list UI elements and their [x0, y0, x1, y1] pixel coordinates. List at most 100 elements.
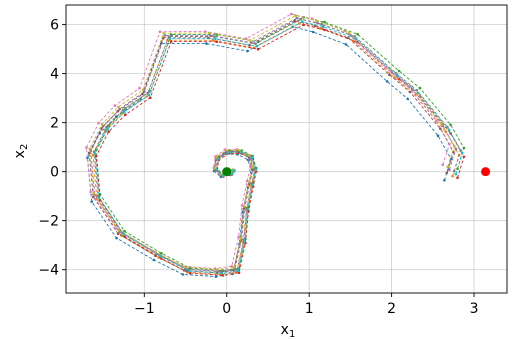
grid: [66, 5, 507, 293]
trajectory-point: [446, 165, 450, 169]
trajectory-point: [447, 128, 451, 132]
trajectory-point: [439, 127, 442, 130]
trajectory-series: [93, 20, 464, 275]
trajectory-point: [215, 40, 218, 43]
x-axis-label: x1: [281, 322, 296, 339]
trajectory-point: [211, 39, 215, 42]
trajectory-point: [232, 169, 236, 172]
trajectory-point: [225, 148, 228, 152]
trajectory-point: [232, 266, 236, 269]
trajectory-point: [243, 240, 246, 243]
trajectory-point: [321, 25, 325, 29]
trajectory-line: [88, 20, 454, 274]
trajectory-point: [299, 18, 303, 21]
trajectory-point: [417, 91, 420, 95]
trajectory-point: [221, 274, 225, 277]
trajectory-point: [418, 86, 422, 90]
trajectory-point: [97, 121, 100, 125]
trajectory-point: [188, 271, 192, 275]
trajectory-point: [448, 168, 451, 171]
trajectory-point: [452, 169, 456, 173]
trajectory-point: [396, 74, 399, 78]
trajectory-point: [88, 147, 91, 151]
trajectory-point: [415, 89, 419, 92]
trajectory-point: [117, 228, 120, 232]
trajectory-point: [454, 147, 458, 151]
trajectory-series: [94, 23, 466, 277]
trajectory-point: [406, 97, 409, 101]
trajectory-series: [91, 22, 461, 276]
trajectory-point: [92, 191, 96, 195]
trajectory-point: [207, 31, 211, 35]
trajectory-point: [356, 33, 359, 36]
x-tick-label: 0: [222, 301, 231, 317]
trajectory-point: [214, 275, 218, 278]
trajectory-point: [443, 179, 446, 182]
trajectory-point: [456, 176, 459, 180]
trajectory-point: [117, 105, 120, 109]
trajectory-point: [159, 255, 162, 258]
trajectory-line: [90, 17, 457, 272]
trajectory-point: [230, 172, 234, 176]
trajectory-point: [163, 34, 167, 37]
start-point-marker: [481, 167, 491, 177]
trajectory-point: [162, 31, 165, 35]
trajectory-point: [94, 154, 98, 158]
trajectory-point: [247, 180, 251, 184]
trajectory-point: [123, 229, 126, 233]
trajectory-point: [254, 42, 257, 46]
y-tick-label: 6: [50, 18, 59, 34]
trajectory-point: [213, 166, 217, 170]
trajectory-point: [248, 39, 252, 42]
trajectory-point: [141, 92, 144, 96]
trajectory-point: [107, 130, 110, 133]
x-tick-label: 1: [305, 301, 314, 317]
trajectory-series: [88, 14, 456, 271]
trajectory-point: [187, 269, 191, 273]
trajectory-point: [388, 73, 391, 76]
trajectory-line: [87, 26, 452, 278]
end-point-marker: [222, 167, 232, 177]
trajectory-point: [138, 86, 141, 90]
trajectory-point: [439, 121, 443, 125]
trajectory-point: [462, 155, 466, 159]
trajectory-point: [323, 20, 326, 24]
trajectory-line: [95, 24, 465, 276]
trajectory-series: [86, 25, 453, 278]
trajectory-point: [214, 37, 217, 41]
trajectory-point: [311, 30, 315, 34]
trajectory-point: [106, 127, 109, 131]
trajectory-point: [123, 235, 126, 238]
trajectory-point: [302, 23, 306, 27]
trajectory-point: [293, 19, 297, 23]
trajectory-point: [245, 179, 249, 183]
trajectory-point: [212, 35, 216, 38]
y-axis-ticks: −4 −2 0 2 4 6: [38, 18, 66, 279]
trajectory-point: [239, 236, 243, 240]
trajectory-line: [85, 13, 450, 270]
trajectory-point: [462, 146, 466, 150]
trajectory-point: [158, 30, 162, 33]
trajectory-point: [449, 123, 452, 127]
trajectory-point: [448, 142, 451, 146]
trajectory-point: [85, 146, 88, 149]
trajectory-point: [169, 40, 173, 43]
y-tick-label: −4: [38, 263, 59, 279]
trajectory-point: [183, 265, 186, 269]
trajectory-point: [116, 232, 120, 235]
trajectory-point: [92, 150, 96, 153]
trajectory-point: [301, 20, 304, 24]
trajectory-point: [254, 168, 257, 172]
trajectory-point: [314, 19, 318, 22]
trajectory-point: [354, 37, 358, 41]
trajectory-point: [237, 235, 240, 239]
trajectory-point: [121, 108, 125, 112]
trajectory-point: [154, 254, 157, 257]
trajectory-point: [122, 233, 125, 236]
trajectory-point: [230, 265, 233, 268]
trajectory-point: [141, 88, 145, 91]
trajectory-point: [220, 272, 224, 275]
y-tick-label: −2: [38, 214, 59, 230]
trajectory-point: [236, 269, 240, 273]
trajectory-point: [250, 156, 254, 160]
